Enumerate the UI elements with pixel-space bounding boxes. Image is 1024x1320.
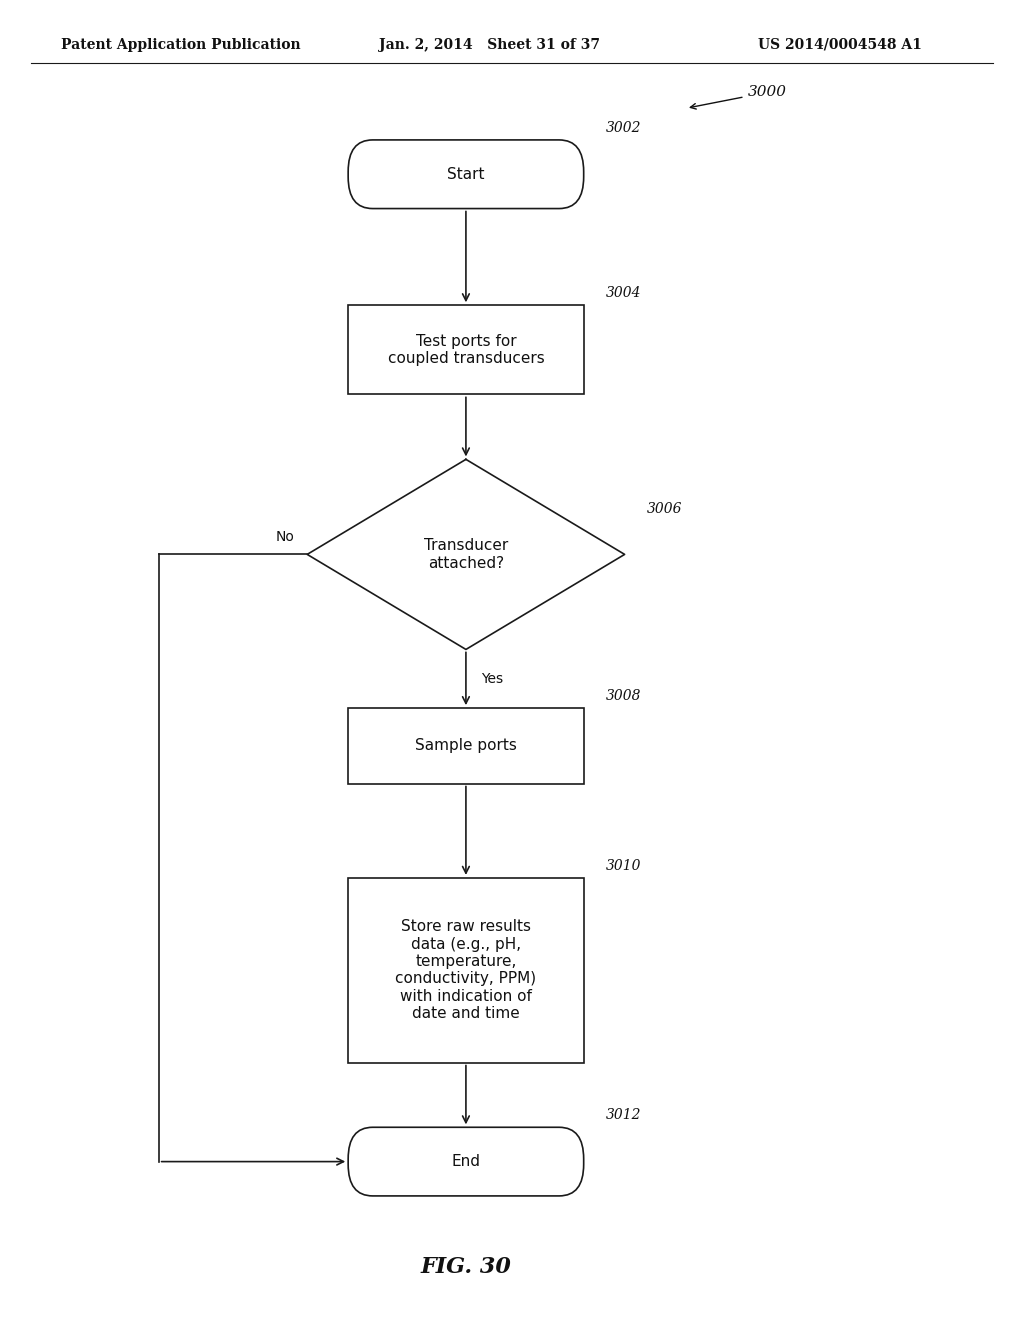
Polygon shape xyxy=(307,459,625,649)
Text: Jan. 2, 2014   Sheet 31 of 37: Jan. 2, 2014 Sheet 31 of 37 xyxy=(379,38,600,51)
Text: Store raw results
data (e.g., pH,
temperature,
conductivity, PPM)
with indicatio: Store raw results data (e.g., pH, temper… xyxy=(395,919,537,1022)
Text: Yes: Yes xyxy=(481,672,504,686)
Text: 3010: 3010 xyxy=(606,858,642,873)
Bar xyxy=(348,878,584,1063)
FancyBboxPatch shape xyxy=(348,140,584,209)
Text: Start: Start xyxy=(447,166,484,182)
Text: 3008: 3008 xyxy=(606,689,642,702)
Text: No: No xyxy=(276,529,295,544)
Text: FIG. 30: FIG. 30 xyxy=(421,1257,511,1278)
Bar xyxy=(348,708,584,784)
FancyBboxPatch shape xyxy=(348,1127,584,1196)
Text: 3012: 3012 xyxy=(606,1107,642,1122)
Text: 3006: 3006 xyxy=(647,503,683,516)
Bar xyxy=(348,305,584,395)
Text: Patent Application Publication: Patent Application Publication xyxy=(61,38,301,51)
Text: US 2014/0004548 A1: US 2014/0004548 A1 xyxy=(758,38,922,51)
Text: 3004: 3004 xyxy=(606,286,642,300)
Text: Transducer
attached?: Transducer attached? xyxy=(424,539,508,570)
Text: 3000: 3000 xyxy=(690,86,786,110)
Text: Test ports for
coupled transducers: Test ports for coupled transducers xyxy=(387,334,545,366)
Text: 3002: 3002 xyxy=(606,120,642,135)
Text: Sample ports: Sample ports xyxy=(415,738,517,754)
Text: End: End xyxy=(452,1154,480,1170)
